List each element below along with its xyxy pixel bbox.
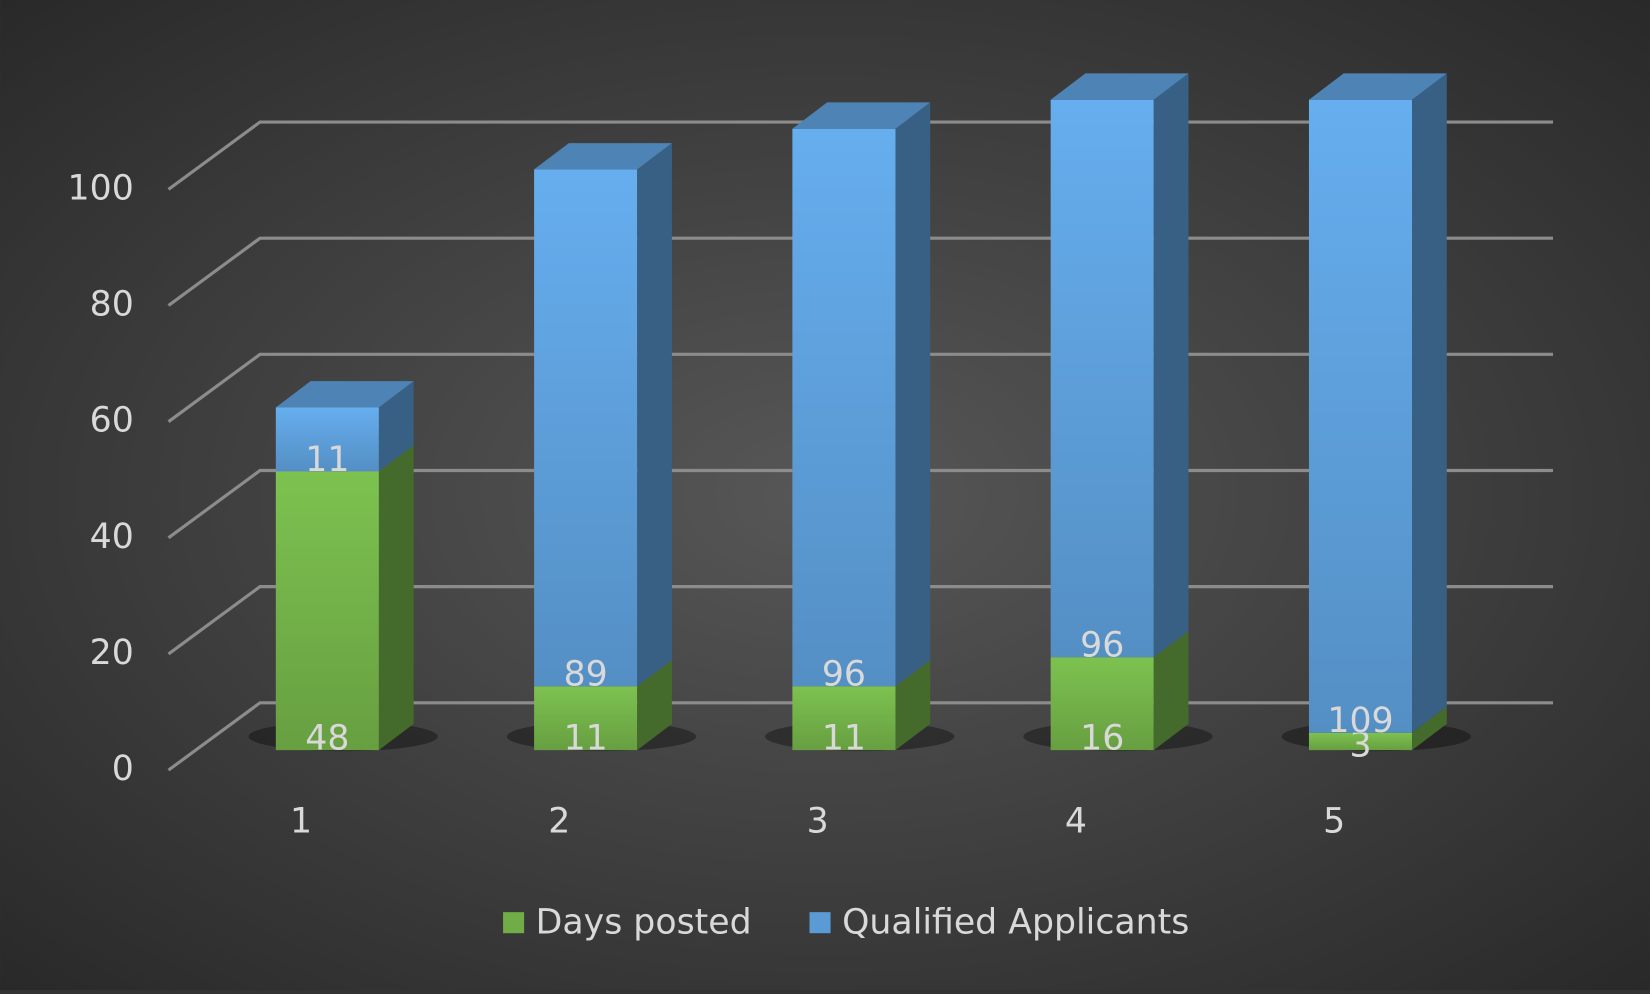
y-tick-label: 40	[90, 517, 134, 557]
bar-side	[378, 381, 414, 472]
legend-label: Days posted	[536, 903, 752, 943]
bar-side	[637, 143, 672, 687]
bar-side	[1412, 73, 1447, 733]
bar	[1050, 657, 1154, 751]
bar	[1050, 99, 1154, 658]
data-label: 89	[564, 655, 608, 695]
bar-top	[792, 102, 931, 129]
bar-top	[1308, 73, 1447, 100]
data-label: 11	[305, 440, 349, 480]
bar	[275, 407, 379, 472]
x-tick-label: 3	[807, 802, 829, 842]
bar-side	[895, 102, 931, 687]
y-tick-label: 20	[90, 633, 134, 673]
bar	[1308, 99, 1413, 733]
data-label: 16	[1080, 719, 1124, 759]
data-label: 11	[564, 719, 608, 759]
data-label: 109	[1327, 701, 1393, 741]
bar	[534, 686, 638, 751]
data-label: 48	[305, 719, 349, 759]
bar-side	[895, 659, 931, 751]
legend-label: Qualified Applicants	[842, 903, 1189, 943]
bar	[534, 169, 638, 687]
x-tick-label: 1	[290, 802, 312, 842]
x-tick-label: 2	[548, 802, 570, 842]
data-label: 96	[822, 655, 866, 695]
bar-top	[275, 381, 414, 408]
legend-swatch	[809, 912, 831, 934]
bar-side	[637, 659, 672, 751]
bar-top	[534, 143, 672, 170]
bar	[275, 471, 379, 751]
y-tick-label: 100	[68, 168, 134, 208]
bar-side	[1153, 73, 1189, 658]
x-tick-label: 5	[1323, 802, 1345, 842]
bar-side	[1412, 706, 1447, 751]
data-label: 11	[822, 719, 866, 759]
bar-side	[1153, 630, 1189, 751]
data-label: 3	[1349, 726, 1371, 766]
y-tick-label: 0	[112, 749, 134, 789]
legend-swatch	[503, 912, 525, 934]
y-tick-label: 80	[90, 285, 134, 325]
bar-side	[378, 445, 414, 751]
bar	[792, 128, 896, 687]
data-label: 96	[1080, 626, 1124, 666]
bar-top	[1050, 73, 1189, 100]
x-tick-label: 4	[1065, 802, 1087, 842]
bar	[792, 686, 896, 751]
bar	[1308, 732, 1413, 751]
y-tick-label: 60	[90, 401, 134, 441]
